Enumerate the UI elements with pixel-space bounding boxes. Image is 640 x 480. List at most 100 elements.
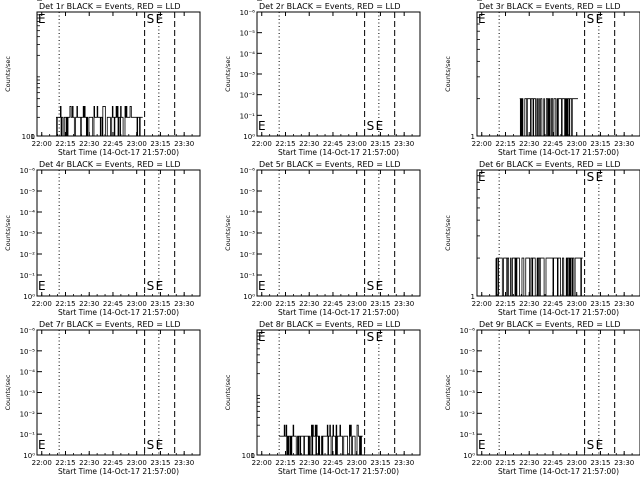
x-tick-label: 23:30 xyxy=(394,459,414,467)
x-tick-label: 23:30 xyxy=(174,459,194,467)
end-marker: E xyxy=(376,119,384,133)
y-tick-label: 10⁻¹ xyxy=(460,431,476,439)
x-tick-label: 22:45 xyxy=(103,459,123,467)
x-tick-label: 22:00 xyxy=(252,140,272,148)
y-tick-label: 10⁰ xyxy=(23,452,35,460)
y-tick-label: 10⁰ xyxy=(463,452,475,460)
x-tick-label: 23:00 xyxy=(567,300,587,308)
y-tick-label: 10⁻⁵ xyxy=(240,188,256,196)
y-tick-label: 10⁻¹ xyxy=(240,272,256,280)
y-tick-label: 10⁻² xyxy=(20,410,36,418)
x-tick-label: 23:00 xyxy=(567,140,587,148)
y-tick-label: 100 xyxy=(22,133,35,141)
start-marker: S xyxy=(587,12,595,26)
y-tick-label: 10⁻⁶ xyxy=(20,167,36,175)
events-trace xyxy=(519,98,578,137)
y-tick-label: 10⁻⁶ xyxy=(460,327,476,335)
y-tick-label: 10⁻¹ xyxy=(240,112,256,120)
plot-frame xyxy=(256,329,421,456)
detector-panel-9: Det 9r BLACK = Events, RED = LLD Counts/s… xyxy=(444,320,640,476)
x-tick-label: 23:15 xyxy=(150,140,170,148)
x-tick-label: 22:15 xyxy=(275,300,295,308)
panel-title: Det 5r BLACK = Events, RED = LLD xyxy=(259,160,401,169)
y-tick-label: 10⁻⁵ xyxy=(20,188,36,196)
end-marker: E xyxy=(156,438,164,452)
x-axis-label: Start Time (14-Oct-17 21:57:00) xyxy=(498,467,619,476)
plot-frame xyxy=(476,169,640,297)
x-tick-label: 23:15 xyxy=(590,300,610,308)
panel-title: Det 2r BLACK = Events, RED = LLD xyxy=(259,2,401,11)
y-tick-label: 10⁻⁵ xyxy=(240,30,256,38)
x-tick-label: 22:45 xyxy=(543,459,563,467)
edge-end-marker: E xyxy=(478,170,486,184)
x-tick-label: 22:00 xyxy=(252,300,272,308)
y-tick-label: 10⁻³ xyxy=(20,230,36,238)
start-marker: S xyxy=(587,438,595,452)
edge-end-marker: E xyxy=(258,279,266,293)
x-tick-label: 22:45 xyxy=(323,300,343,308)
y-axis-label: Counts/sec xyxy=(224,374,232,410)
x-tick-label: 22:30 xyxy=(519,140,539,148)
x-tick-label: 22:30 xyxy=(299,140,319,148)
x-tick-label: 22:45 xyxy=(323,140,343,148)
y-tick-label: 10 xyxy=(466,0,475,2)
x-tick-label: 22:30 xyxy=(519,300,539,308)
x-tick-label: 22:45 xyxy=(543,140,563,148)
y-axis-label: Counts/sec xyxy=(444,56,452,92)
x-tick-label: 22:00 xyxy=(32,140,52,148)
x-tick-label: 22:45 xyxy=(323,459,343,467)
y-tick-label: 10⁰ xyxy=(243,133,255,141)
y-tick-label: 10⁻² xyxy=(240,92,256,100)
end-marker: E xyxy=(156,12,164,26)
x-tick-label: 23:30 xyxy=(174,300,194,308)
x-tick-label: 22:30 xyxy=(299,459,319,467)
plot-frame xyxy=(476,329,640,456)
x-tick-label: 22:00 xyxy=(32,459,52,467)
detector-panel-7: Det 7r BLACK = Events, RED = LLD Counts/s… xyxy=(4,320,201,476)
edge-end-marker: E xyxy=(258,119,266,133)
x-tick-label: 22:15 xyxy=(55,140,75,148)
start-marker: S xyxy=(587,170,595,184)
y-tick-label: 10⁻⁶ xyxy=(20,327,36,335)
y-tick-label: 10⁻¹ xyxy=(20,272,36,280)
x-tick-label: 22:00 xyxy=(472,300,492,308)
x-axis-label: Start Time (14-Oct-17 21:57:00) xyxy=(278,308,399,317)
start-marker: S xyxy=(367,119,375,133)
detector-panel-8: Det 8r BLACK = Events, RED = LLD Counts/s… xyxy=(224,0,421,476)
y-tick-label: 10⁻³ xyxy=(20,390,36,398)
x-tick-label: 22:30 xyxy=(79,300,99,308)
events-trace xyxy=(279,424,363,456)
y-tick-label: 10⁻² xyxy=(240,251,256,259)
x-tick-label: 22:00 xyxy=(32,300,52,308)
y-tick-label: 1 xyxy=(251,452,255,460)
y-tick-label: 10⁻¹ xyxy=(20,431,36,439)
x-axis-label: Start Time (14-Oct-17 21:57:00) xyxy=(58,308,179,317)
end-marker: E xyxy=(376,330,384,344)
y-axis-label: Counts/sec xyxy=(4,215,12,251)
panel-title: Det 8r BLACK = Events, RED = LLD xyxy=(259,320,401,329)
x-tick-label: 23:15 xyxy=(370,459,390,467)
x-tick-label: 22:45 xyxy=(103,140,123,148)
edge-end-marker: E xyxy=(38,279,46,293)
y-tick-label: 10⁻⁶ xyxy=(240,9,256,17)
x-tick-label: 23:00 xyxy=(347,140,367,148)
edge-end-marker: E xyxy=(258,330,266,344)
edge-end-marker: E xyxy=(38,438,46,452)
events-trace xyxy=(495,257,583,297)
plot-frame xyxy=(256,11,421,137)
x-tick-label: 23:15 xyxy=(370,300,390,308)
x-axis-label: Start Time (14-Oct-17 21:57:00) xyxy=(278,467,399,476)
x-tick-label: 23:00 xyxy=(567,459,587,467)
end-marker: E xyxy=(596,170,604,184)
start-marker: S xyxy=(367,279,375,293)
x-tick-label: 22:30 xyxy=(79,140,99,148)
start-marker: S xyxy=(147,279,155,293)
y-tick-label: 10 xyxy=(26,0,35,2)
detector-panel-6: Det 6r BLACK = Events, RED = LLD Counts/s… xyxy=(444,0,640,317)
start-marker: S xyxy=(147,12,155,26)
end-marker: E xyxy=(596,12,604,26)
x-tick-label: 22:30 xyxy=(519,459,539,467)
x-tick-label: 22:45 xyxy=(103,300,123,308)
x-tick-label: 22:00 xyxy=(472,140,492,148)
